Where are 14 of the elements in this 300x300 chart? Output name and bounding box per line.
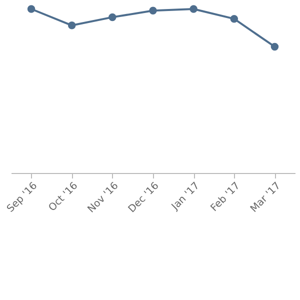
x-tick-label: Jan '17 bbox=[169, 180, 202, 214]
point bbox=[190, 5, 198, 13]
x-tick-label: Mar '17 bbox=[248, 180, 283, 215]
point bbox=[27, 5, 36, 13]
point bbox=[108, 13, 116, 22]
x-tick-label: Feb '17 bbox=[208, 180, 242, 214]
x-tick-label: Nov '16 bbox=[86, 180, 121, 216]
point bbox=[230, 14, 238, 23]
x-tick-label: Sep '16 bbox=[5, 180, 40, 215]
x-tick-label: Dec '16 bbox=[126, 180, 162, 216]
x-tick-label: Oct '16 bbox=[46, 180, 80, 214]
point bbox=[68, 22, 76, 30]
point bbox=[270, 42, 279, 51]
point bbox=[149, 6, 157, 15]
